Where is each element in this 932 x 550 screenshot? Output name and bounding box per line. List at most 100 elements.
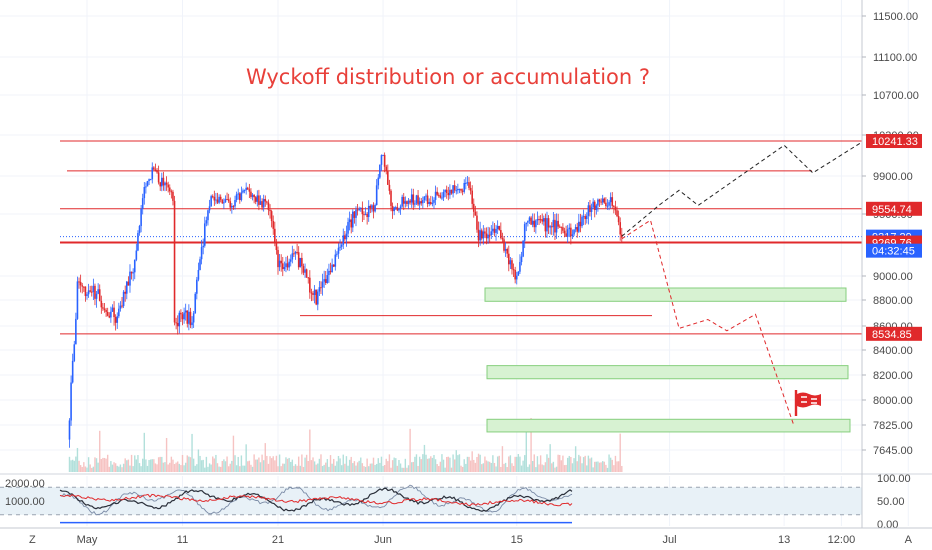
candle-body [98, 289, 101, 301]
candle-body [269, 209, 271, 212]
volume-bar [110, 461, 112, 472]
candle-body [121, 305, 123, 307]
volume-bar [509, 455, 512, 472]
candle-body [296, 251, 298, 253]
candle-body [280, 260, 282, 264]
time-axis-label: 11 [177, 534, 188, 546]
candle-body [304, 269, 306, 273]
volume-bar [315, 464, 317, 472]
volume-bar [105, 458, 107, 472]
candle-body [239, 193, 241, 201]
level-price-tag: 9554.74 [872, 204, 912, 216]
volume-bar [490, 462, 492, 472]
candle-body [301, 257, 303, 267]
volume-bar [329, 455, 332, 472]
volume-bar [318, 458, 321, 472]
volume-bar [590, 457, 593, 472]
volume-bar [372, 457, 375, 472]
volume-bar [264, 443, 266, 472]
candle-body [183, 312, 185, 320]
candle-body [439, 195, 442, 198]
candle-body [487, 234, 489, 239]
candle-body [258, 195, 260, 205]
candle-body [283, 267, 286, 270]
candle-body [536, 219, 539, 221]
volume-bar [216, 463, 219, 472]
candle-body [272, 221, 275, 229]
candle-body [73, 344, 76, 361]
volume-bar [130, 454, 133, 472]
candle-body [89, 290, 91, 292]
volume-bar [527, 466, 529, 472]
candle-body [326, 275, 329, 284]
volume-bar [565, 464, 567, 472]
candle-body [188, 311, 190, 324]
candle-body [90, 291, 93, 293]
volume-bar [530, 418, 532, 472]
candle-body [455, 190, 458, 192]
candle-body [105, 309, 107, 312]
candle-body [587, 205, 590, 216]
volume-bar [586, 465, 588, 472]
candle-body [108, 315, 111, 318]
candle-body [178, 312, 181, 327]
candle-body [434, 191, 437, 200]
level-price-tag-bg [866, 201, 922, 216]
candle-body [124, 291, 126, 294]
candle-body [535, 220, 537, 228]
volume-bar [479, 454, 481, 472]
axis-corner-label: Z [29, 534, 36, 546]
candle-body [345, 233, 348, 240]
level-price-tag: 8534.85 [872, 329, 912, 341]
candle-body [237, 193, 240, 195]
volume-bar [280, 466, 282, 472]
volume-bar [350, 456, 352, 472]
volume-bar [100, 459, 103, 472]
volume-bar [375, 463, 378, 472]
volume-bar [539, 455, 542, 472]
candle-body [538, 219, 540, 221]
candle-body [460, 188, 462, 191]
candle-body [550, 226, 553, 228]
candle-body [488, 234, 491, 236]
volume-bar [579, 456, 582, 472]
candle-body [388, 184, 391, 191]
candle-body [208, 206, 211, 211]
bar-countdown-tag: 04:32:45 [872, 246, 915, 258]
volume-bar [210, 464, 212, 472]
candle-body [417, 195, 419, 205]
volume-bar [226, 456, 228, 472]
candle-body [393, 207, 395, 212]
volume-bar [498, 455, 500, 472]
volume-bar [164, 462, 166, 472]
volume-bar [237, 456, 239, 472]
candle-body [165, 182, 168, 185]
volume-bar [554, 467, 556, 472]
candlestick-series [68, 152, 623, 448]
volume-bar [159, 456, 161, 472]
time-axis-label: 12:00 [828, 534, 856, 546]
volume-bar [326, 459, 329, 472]
volume-bar [403, 467, 405, 472]
volume-bar [223, 459, 225, 472]
candle-body [593, 201, 596, 210]
candle-body [484, 231, 486, 234]
volume-bar [175, 462, 177, 472]
candle-body [418, 201, 421, 205]
volume-bar [364, 466, 367, 472]
volume-bar [594, 461, 596, 472]
volume-bar [356, 462, 359, 472]
candle-body [320, 287, 322, 289]
volume-bar [399, 463, 402, 472]
candle-body [223, 202, 225, 204]
volume-bar [337, 455, 340, 472]
candle-body [361, 207, 364, 215]
volume-bar [81, 466, 83, 472]
volume-bar [103, 457, 106, 472]
candle-body [199, 259, 201, 270]
candle-body [262, 199, 265, 208]
candle-body [95, 293, 98, 299]
volume-bar [616, 461, 618, 472]
volume-bar [595, 461, 598, 472]
volume-bar [415, 454, 418, 472]
